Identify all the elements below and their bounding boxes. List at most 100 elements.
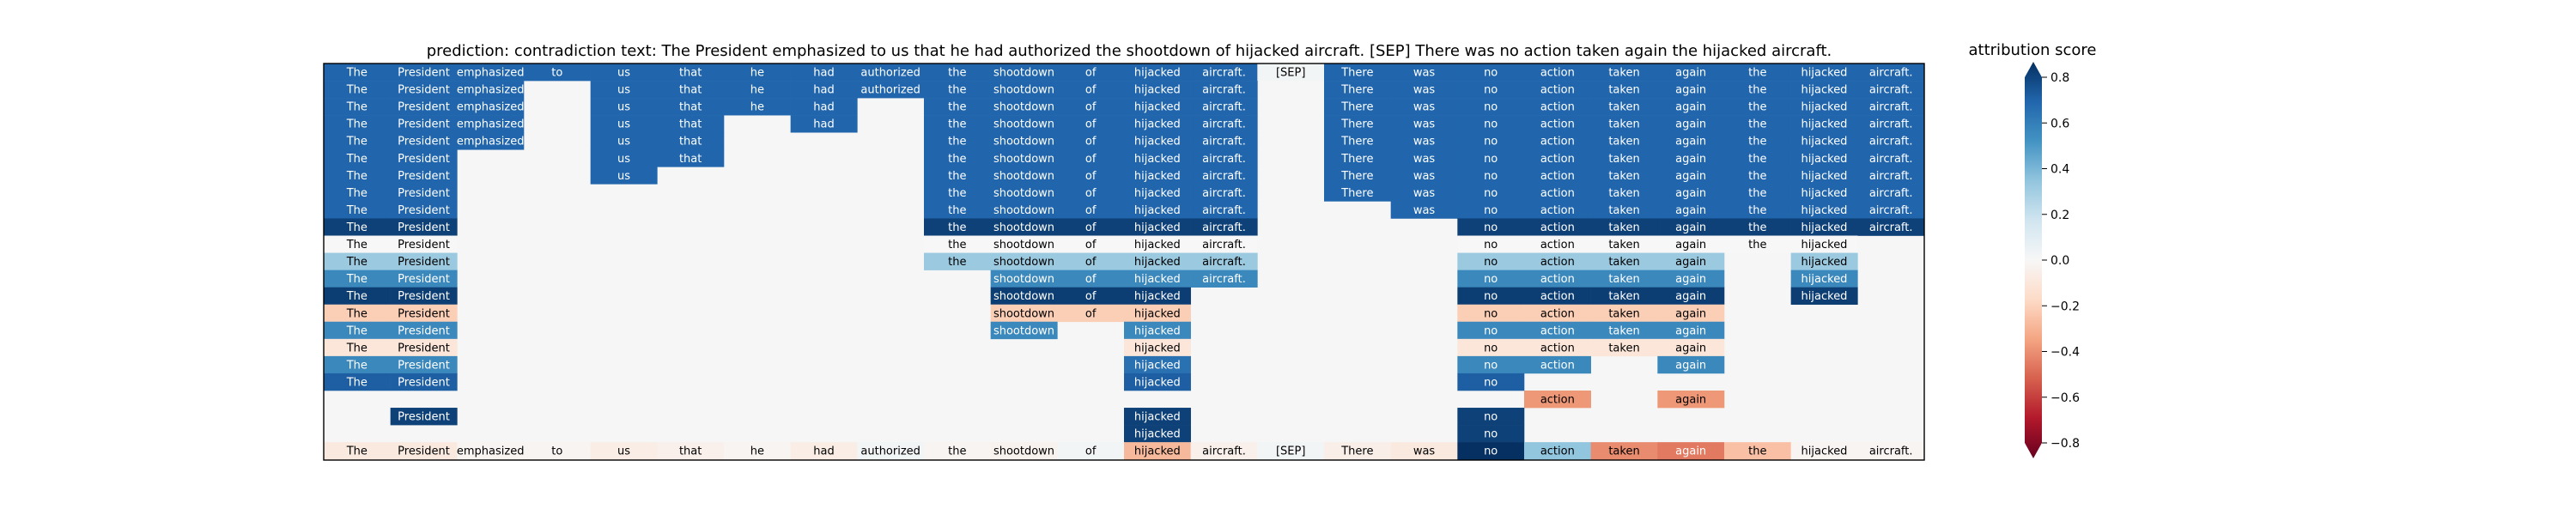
cell-token-label: action (1540, 273, 1575, 286)
heatmap-cell (990, 64, 1058, 82)
cell-token-label: taken (1608, 273, 1639, 286)
cell-token-label: action (1540, 359, 1575, 372)
heatmap-cell (590, 81, 658, 99)
heatmap-cell (924, 115, 991, 133)
cell-token-label: again (1675, 170, 1706, 183)
heatmap-cell (1857, 132, 1925, 150)
cell-token-label: of (1085, 445, 1097, 458)
cell-token-label: hijacked (1801, 204, 1848, 217)
cell-token-label: that (679, 101, 702, 114)
cell-token-label: he (750, 445, 764, 458)
cell-token-label: aircraft. (1869, 221, 1913, 234)
heatmap-cell (1790, 287, 1858, 306)
heatmap-cell (1457, 184, 1525, 202)
heatmap-cell (1457, 201, 1525, 219)
heatmap-cell (657, 81, 725, 99)
cell-token-label: action (1540, 307, 1575, 320)
heatmap-cell (1457, 373, 1525, 391)
heatmap-cell (390, 321, 458, 340)
cell-token-label: us (617, 67, 630, 80)
heatmap-cell (1590, 115, 1658, 133)
cell-token-label: shootdown (993, 118, 1054, 131)
cell-token-label: no (1484, 239, 1498, 251)
heatmap-cell (1524, 98, 1591, 116)
heatmap-cell (1057, 304, 1125, 323)
cell-token-label: hijacked (1134, 101, 1181, 114)
heatmap-cell (1524, 115, 1591, 133)
heatmap-cell (590, 149, 658, 167)
cell-token-label: aircraft. (1202, 221, 1246, 234)
heatmap-cell (1657, 390, 1725, 409)
colorbar-label: attribution score (1969, 41, 2097, 59)
cell-token-label: the (948, 445, 966, 458)
cell-token-label: [SEP] (1276, 67, 1305, 80)
heatmap-cell (1124, 425, 1191, 443)
cell-token-label: aircraft. (1202, 153, 1246, 166)
heatmap-cell (1857, 98, 1925, 116)
heatmap-cell (1524, 304, 1591, 323)
heatmap-cell (390, 408, 458, 426)
cell-token-label: again (1675, 239, 1706, 251)
heatmap-cell (1457, 425, 1525, 443)
heatmap-cell (724, 64, 791, 82)
cell-token-label: that (679, 67, 702, 80)
cell-token-label: action (1540, 118, 1575, 131)
heatmap-cell (324, 338, 391, 357)
heatmap-cell (1324, 132, 1391, 150)
cell-token-label: shootdown (993, 273, 1054, 286)
heatmap-cell (1590, 81, 1658, 99)
cell-token-label: of (1085, 67, 1097, 80)
cell-token-label: action (1540, 256, 1575, 269)
heatmap-cell (1057, 270, 1125, 288)
heatmap-cell (324, 321, 391, 340)
heatmap-cell (1524, 149, 1591, 167)
cell-token-label: hijacked (1134, 411, 1181, 424)
cell-token-label: The (346, 221, 368, 234)
heatmap-cell (1657, 355, 1725, 374)
heatmap-cell (990, 149, 1058, 167)
cell-token-label: President (398, 101, 450, 114)
heatmap-cell (1190, 270, 1258, 288)
cell-token-label: President (398, 256, 450, 269)
cell-token-label: President (398, 290, 450, 303)
heatmap-cell (1790, 218, 1858, 236)
cell-token-label: us (617, 445, 630, 458)
cell-token-label: The (346, 118, 368, 131)
cell-token-label: The (346, 204, 368, 217)
cell-token-label: hijacked (1801, 118, 1848, 131)
heatmap-cell (1857, 218, 1925, 236)
cell-token-label: again (1675, 153, 1706, 166)
heatmap-cell (1457, 338, 1525, 357)
cell-token-label: that (679, 118, 702, 131)
cell-token-label: shootdown (993, 256, 1054, 269)
cell-token-label: of (1085, 204, 1097, 217)
cell-token-label: taken (1608, 445, 1639, 458)
heatmap-cell (924, 64, 991, 82)
heatmap-cell (1390, 64, 1458, 82)
heatmap-cell (1590, 235, 1658, 253)
heatmap-cell (390, 201, 458, 219)
cell-token-label: aircraft. (1869, 153, 1913, 166)
heatmap-cell (1590, 442, 1658, 460)
heatmap-cell (324, 98, 391, 116)
cell-token-label: hijacked (1134, 376, 1181, 389)
cell-token-label: aircraft. (1202, 101, 1246, 114)
heatmap-cell (390, 218, 458, 236)
cell-token-label: aircraft. (1202, 136, 1246, 148)
heatmap-cell (1524, 338, 1591, 357)
cell-token-label: of (1085, 187, 1097, 200)
heatmap-cell (390, 355, 458, 374)
heatmap-cell (990, 184, 1058, 202)
heatmap-cell (324, 184, 391, 202)
heatmap-cell (1790, 442, 1858, 460)
heatmap-cell (1124, 184, 1191, 202)
heatmap-cell (1457, 355, 1525, 374)
heatmap-cell (1390, 442, 1458, 460)
cell-token-label: again (1675, 445, 1706, 458)
cell-token-label: aircraft. (1869, 118, 1913, 131)
cell-token-label: again (1675, 359, 1706, 372)
heatmap-cell (590, 132, 658, 150)
cell-token-label: us (617, 136, 630, 148)
cell-token-label: again (1675, 394, 1706, 407)
cell-token-label: taken (1608, 204, 1639, 217)
